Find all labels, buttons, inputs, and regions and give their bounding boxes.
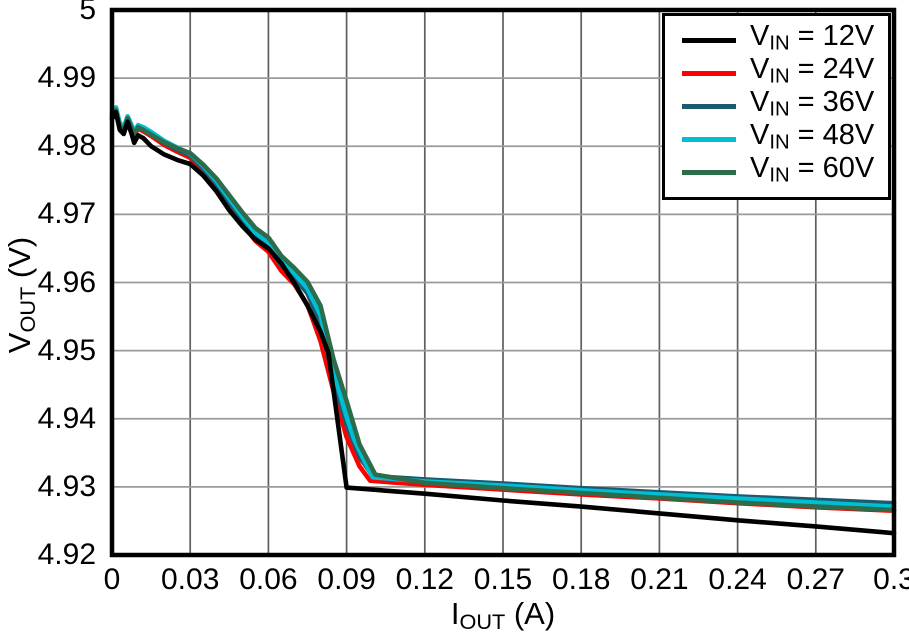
x-tick-label: 0.24 [708, 563, 767, 596]
y-tick-label: 4.92 [37, 538, 96, 571]
legend-label-vin-24v: VIN = 24V [750, 53, 875, 88]
x-axis-label-rest: (A) [505, 596, 556, 631]
x-tick-label: 0.18 [551, 563, 611, 596]
x-axis-label: IOUT (A) [451, 596, 555, 635]
y-tick-label: 4.99 [37, 61, 96, 95]
legend-swatch-vin-36v [682, 104, 736, 109]
legend: VIN = 12V VIN = 24V VIN = 36V VIN = 48V VIN … [662, 13, 891, 200]
legend-item-vin-12v: VIN = 12V [665, 20, 888, 57]
legend-label-vin-48v: VIN = 48V [750, 119, 875, 154]
x-tick-label: 0.06 [239, 563, 298, 596]
y-tick-label: 4.95 [37, 333, 96, 367]
legend-swatch-vin-24v [682, 71, 736, 76]
y-tick-label: 4.98 [37, 129, 96, 163]
legend-label-vin-60v: VIN = 60V [750, 152, 875, 187]
legend-swatch-vin-60v [682, 170, 736, 175]
x-tick-label: 0 [103, 563, 121, 596]
x-axis-label-sub: OUT [459, 608, 506, 634]
legend-item-vin-24v: VIN = 24V [665, 53, 888, 90]
x-tick-label: 0.03 [160, 563, 220, 596]
y-tick-label: 5 [79, 0, 96, 26]
legend-swatch-vin-48v [682, 137, 736, 142]
x-tick-label: 0.21 [630, 563, 689, 596]
x-tick-label: 0.3 [873, 563, 909, 596]
legend-label-vin-36v: VIN = 36V [750, 86, 875, 121]
legend-swatch-vin-12v [682, 38, 736, 43]
curve-vin-12v [109, 109, 897, 536]
y-tick-label: 4.96 [37, 265, 96, 299]
x-axis-label-main: I [450, 596, 460, 631]
plot-frame [109, 7, 897, 558]
y-tick-label: 4.93 [37, 469, 96, 503]
x-tick-label: 0.09 [317, 563, 376, 596]
x-tick-label: 0.12 [395, 563, 454, 596]
legend-item-vin-48v: VIN = 48V [665, 119, 888, 156]
y-tick-label: 4.94 [37, 401, 96, 435]
y-tick-label: 4.97 [37, 197, 96, 231]
legend-item-vin-36v: VIN = 36V [665, 86, 888, 123]
x-tick-label: 0.15 [473, 563, 533, 596]
legend-label-vin-12v: VIN = 12V [750, 20, 875, 55]
x-tick-label: 0.27 [786, 563, 845, 596]
legend-item-vin-60v: VIN = 60V [665, 152, 888, 189]
